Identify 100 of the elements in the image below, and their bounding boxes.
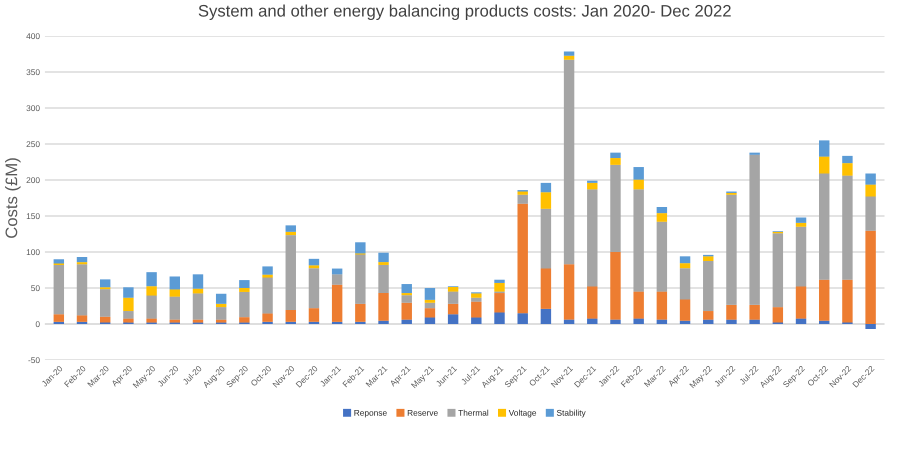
- y-tick-label: 150: [26, 213, 40, 220]
- bar: [749, 154, 760, 305]
- bar: [494, 282, 505, 292]
- bar: [170, 289, 180, 297]
- bar: [239, 280, 250, 288]
- bar: [796, 226, 806, 287]
- bar: [332, 274, 342, 285]
- y-tick-label: 0: [36, 321, 40, 328]
- bar: [564, 60, 574, 264]
- y-tick-label: -50: [28, 357, 40, 364]
- bar: [680, 263, 690, 268]
- bar: [146, 272, 157, 286]
- bar: [587, 189, 598, 287]
- bar: [76, 257, 88, 262]
- bar: [865, 324, 876, 330]
- bar: [819, 320, 830, 324]
- bar: [76, 315, 88, 322]
- bar: [424, 302, 436, 308]
- bar: [865, 196, 876, 231]
- legend-label: Reponse: [354, 410, 387, 418]
- bar: [355, 254, 366, 304]
- y-tick-label: 400: [26, 33, 40, 40]
- bar: [448, 292, 458, 304]
- bar: [216, 320, 226, 323]
- legend-label: Voltage: [508, 410, 536, 418]
- bar: [842, 176, 853, 280]
- bar: [123, 287, 134, 298]
- bar: [842, 163, 853, 176]
- bar: [146, 286, 157, 296]
- bar: [471, 302, 482, 318]
- bar: [633, 180, 644, 190]
- bar: [471, 293, 482, 298]
- bar: [656, 292, 668, 320]
- bar: [633, 189, 644, 292]
- bar: [772, 307, 784, 323]
- bar: [540, 308, 552, 324]
- bar: [517, 313, 528, 324]
- bar: [749, 320, 760, 324]
- bar: [192, 274, 204, 289]
- bar: [170, 276, 180, 290]
- bar: [54, 259, 64, 264]
- bar: [517, 204, 528, 314]
- bar: [402, 284, 412, 294]
- legend-label: Thermal: [458, 410, 488, 416]
- bar: [448, 304, 458, 314]
- bar: [540, 182, 552, 192]
- bar: [192, 320, 204, 323]
- y-tick-label: 350: [26, 69, 40, 76]
- bar: [378, 293, 389, 321]
- bar: [100, 289, 110, 317]
- bar: [587, 286, 598, 319]
- bar: [355, 304, 366, 322]
- bar: [610, 164, 621, 252]
- bar: [564, 51, 574, 56]
- bar: [123, 311, 134, 319]
- bar: [564, 56, 574, 60]
- bar: [680, 320, 690, 324]
- bar: [656, 320, 668, 324]
- bar: [633, 167, 644, 180]
- bar: [332, 268, 342, 274]
- bar: [308, 258, 320, 266]
- bar: [239, 317, 250, 323]
- bar: [146, 318, 157, 323]
- bar: [680, 300, 690, 321]
- bar: [564, 320, 574, 324]
- bar: [471, 298, 482, 302]
- y-tick-label: 250: [26, 141, 40, 148]
- bar: [378, 320, 389, 324]
- bar: [587, 318, 598, 324]
- bar: [540, 192, 552, 209]
- bar: [123, 318, 134, 323]
- bar: [656, 222, 668, 292]
- bar: [726, 194, 737, 305]
- bar: [656, 207, 668, 214]
- bar: [355, 242, 366, 254]
- bar: [239, 292, 250, 318]
- bar: [308, 308, 320, 322]
- bar: [54, 314, 64, 322]
- bar: [703, 261, 714, 312]
- bar: [796, 222, 806, 227]
- bar: [517, 194, 528, 204]
- bar: [286, 310, 296, 322]
- bar: [216, 294, 226, 304]
- bar: [378, 264, 389, 294]
- bar: [633, 318, 644, 324]
- bar: [262, 314, 273, 322]
- bar: [100, 279, 110, 288]
- bar: [494, 312, 505, 324]
- bar: [424, 308, 436, 318]
- bar: [680, 256, 690, 264]
- bar: [819, 280, 830, 321]
- bar: [146, 296, 157, 319]
- bar: [610, 252, 621, 320]
- bar: [564, 264, 574, 320]
- bar: [610, 152, 621, 158]
- bar: [796, 318, 806, 324]
- bar: [402, 320, 412, 324]
- bar: [262, 278, 273, 314]
- bar: [726, 304, 737, 320]
- y-tick-label: 200: [26, 177, 40, 184]
